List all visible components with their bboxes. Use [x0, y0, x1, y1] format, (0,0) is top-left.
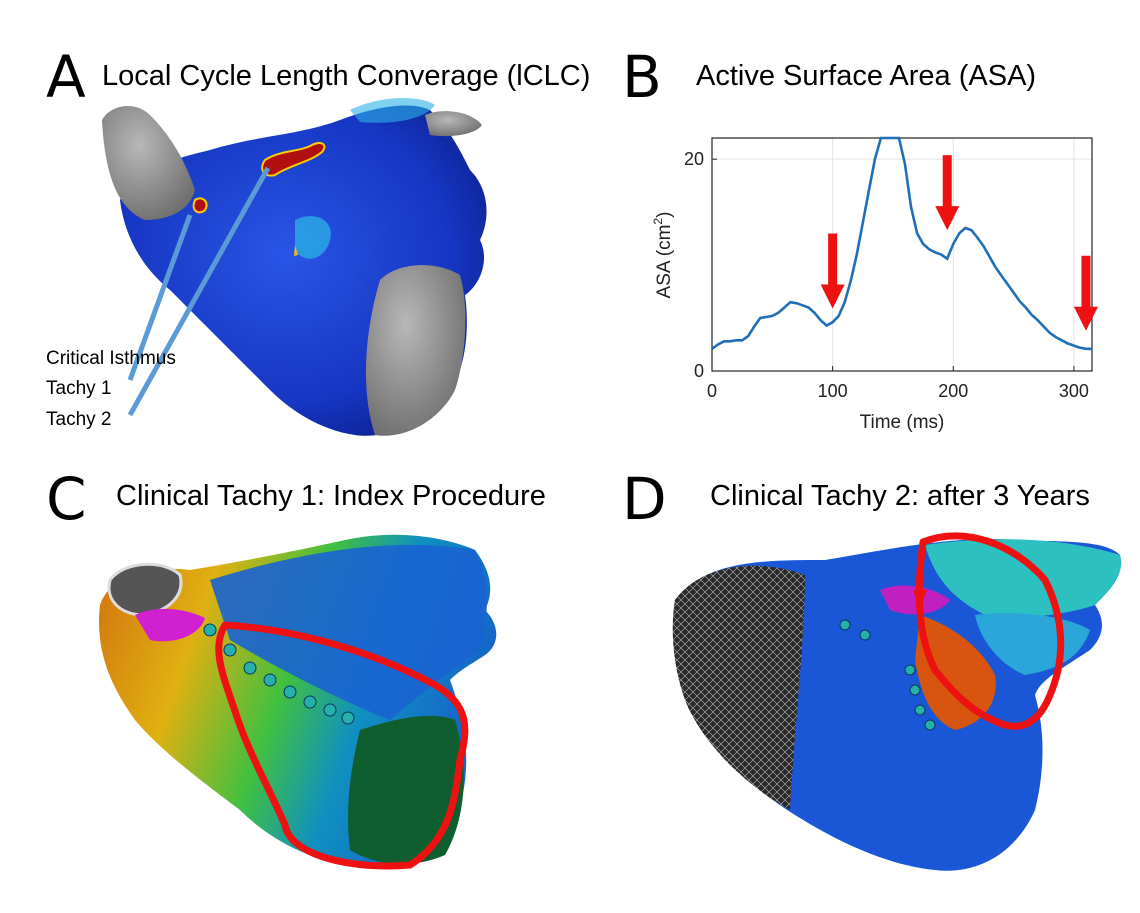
ablation-dot	[203, 623, 217, 637]
ablation-dots	[203, 623, 355, 725]
grey-cap	[365, 265, 466, 436]
y-tick-label: 20	[684, 149, 704, 169]
x-tick-label: 100	[818, 381, 848, 401]
hot-spot	[294, 245, 298, 256]
ablation-dot	[914, 704, 926, 716]
ablation-dot	[909, 684, 921, 696]
chart-ticks: 0 100 200 300 0 20	[684, 149, 1089, 401]
panel-title-d: Clinical Tachy 2: after 3 Years	[710, 480, 1090, 512]
annotation-critical-isthmus: Critical Isthmus	[46, 348, 176, 369]
y-axis-label-main: ASA (cm	[654, 225, 675, 299]
red-arrowhead	[913, 590, 927, 608]
asa-chart: 0 100 200 300 0 20 Time (ms) ASA (cm2)	[651, 136, 1098, 433]
pointer-line	[127, 214, 193, 381]
grey-cap	[102, 105, 195, 220]
red-outline	[915, 532, 1065, 730]
panel-title-a: Local Cycle Length Converage (lCLC)	[102, 60, 591, 92]
y-tick-label: 0	[694, 361, 704, 381]
y-axis-label-close: )	[654, 212, 675, 218]
ablation-dot	[924, 719, 936, 731]
red-arrow	[1073, 255, 1098, 331]
cyan-patch	[295, 216, 331, 259]
ablation-dots	[839, 619, 936, 731]
hot-spot	[192, 197, 208, 214]
x-tick-label: 300	[1059, 381, 1089, 401]
ablation-dot	[341, 711, 355, 725]
red-arrow-head	[935, 206, 960, 231]
ablation-dot	[263, 673, 277, 687]
pointer-line	[127, 166, 271, 417]
red-arrow-shaft	[1081, 255, 1091, 311]
magenta-cluster	[880, 585, 950, 615]
plot-frame	[711, 137, 1093, 372]
ablation-dot	[859, 629, 871, 641]
ablation-dot	[839, 619, 851, 631]
panel-letter-a: A	[46, 43, 86, 111]
teal-region	[925, 539, 1121, 617]
hot-spot	[261, 142, 326, 177]
ablation-dot	[243, 661, 257, 675]
red-arrow	[935, 155, 960, 231]
x-tick-label: 0	[707, 381, 717, 401]
panel-title-c: Clinical Tachy 1: Index Procedure	[116, 480, 546, 512]
asa-series-line	[711, 136, 1092, 351]
ablation-dot	[323, 703, 337, 717]
panel-letter-d: D	[622, 465, 667, 533]
lclc-map	[102, 98, 487, 436]
panel-letter-b: B	[622, 43, 662, 111]
x-tick-label: 200	[938, 381, 968, 401]
red-arrow-head	[820, 284, 845, 309]
chart-arrows	[820, 155, 1098, 331]
grey-ring	[107, 562, 183, 617]
activation-map-d	[672, 532, 1121, 871]
y-axis-label: ASA (cm2)	[651, 212, 675, 299]
green-region	[348, 715, 464, 865]
chart-grid	[711, 138, 1092, 372]
mesh-region	[672, 565, 805, 810]
red-arrow-head	[1073, 306, 1098, 331]
red-arrow-shaft	[942, 155, 952, 211]
ablation-dot	[904, 664, 916, 676]
red-outline	[215, 621, 469, 870]
panel-title-b: Active Surface Area (ASA)	[696, 60, 1037, 92]
red-arrow-shaft	[828, 233, 838, 289]
ablation-dot	[283, 685, 297, 699]
magenta-cluster	[135, 608, 205, 642]
orange-region	[915, 615, 996, 730]
annotation-tachy-1: Tachy 1	[46, 378, 112, 399]
y-axis-label-sup: 2	[651, 218, 665, 225]
ablation-dot	[303, 695, 317, 709]
red-arrow	[820, 233, 845, 309]
activation-map-c	[99, 534, 497, 870]
cyan-patch	[350, 98, 435, 123]
grey-cap	[425, 111, 482, 137]
panel-letter-c: C	[46, 465, 87, 533]
ablation-dot	[223, 643, 237, 657]
x-axis-label: Time (ms)	[860, 412, 945, 433]
annotation-tachy-2: Tachy 2	[46, 409, 112, 430]
